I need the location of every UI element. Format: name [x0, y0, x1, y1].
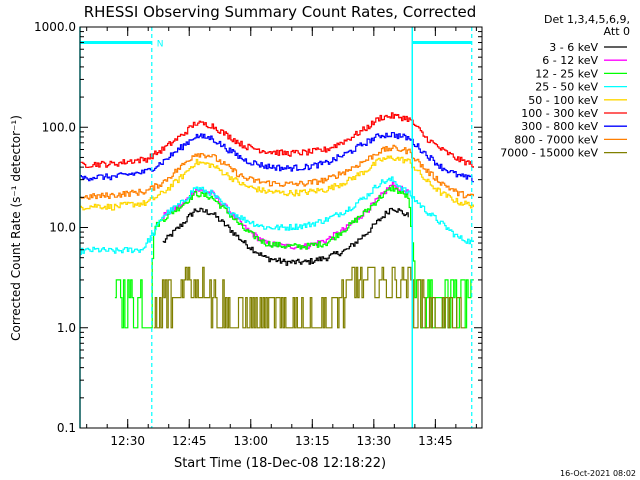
legend-header-line2: Att 0	[604, 25, 630, 38]
x-tick-label: 13:45	[418, 434, 453, 448]
legend-label: 25 - 50 keV	[535, 81, 598, 94]
y-tick-label: 0.1	[57, 421, 76, 435]
series-5-line	[80, 112, 474, 168]
x-tick-label: 13:15	[295, 434, 330, 448]
x-tick-label: 13:00	[233, 434, 268, 448]
y-tick-label: 100.0	[42, 120, 76, 134]
legend-header-line1: Det 1,3,4,5,6,9,	[544, 13, 630, 26]
legend-label: 3 - 6 keV	[549, 41, 598, 54]
series-4-line	[80, 155, 474, 211]
y-tick-label: 1000.0	[34, 20, 76, 34]
legend-label: 100 - 300 keV	[521, 107, 598, 120]
y-tick-label: 1.0	[57, 321, 76, 335]
series-1-line	[162, 181, 409, 250]
y-tick-label: 10.0	[49, 221, 76, 235]
x-tick-label: 12:45	[172, 434, 207, 448]
series-7-line	[80, 144, 474, 200]
legend-label: 12 - 25 keV	[535, 67, 598, 80]
legend-label: 50 - 100 keV	[528, 94, 598, 107]
chart-title: RHESSI Observing Summary Count Rates, Co…	[84, 3, 477, 21]
x-tick-label: 13:30	[357, 434, 392, 448]
x-axis-label: Start Time (18-Dec-08 12:18:22)	[174, 456, 386, 471]
series-6-line	[80, 132, 474, 183]
y-axis-label: Corrected Count Rate (s⁻¹ detector⁻¹)	[9, 115, 23, 341]
series-3-line	[80, 176, 474, 255]
footer-timestamp: 16-Oct-2021 08:02	[560, 469, 636, 478]
x-tick-label: 12:30	[110, 434, 145, 448]
series-0-line	[162, 207, 409, 266]
series-8-line	[153, 266, 466, 329]
axis-layer: 0.1 1.0 10.0 100.0 1000.0 12:30 12:45 13:00 13:1…	[34, 20, 483, 448]
legend-label: 300 - 800 keV	[521, 120, 598, 133]
legend-label: 6 - 12 keV	[542, 54, 598, 67]
series-layer	[80, 112, 474, 329]
legend-label: 7000 - 15000 keV	[500, 147, 598, 160]
series-2-line	[114, 185, 474, 329]
legend-label: 800 - 7000 keV	[514, 133, 598, 146]
night-label: N	[157, 40, 164, 50]
